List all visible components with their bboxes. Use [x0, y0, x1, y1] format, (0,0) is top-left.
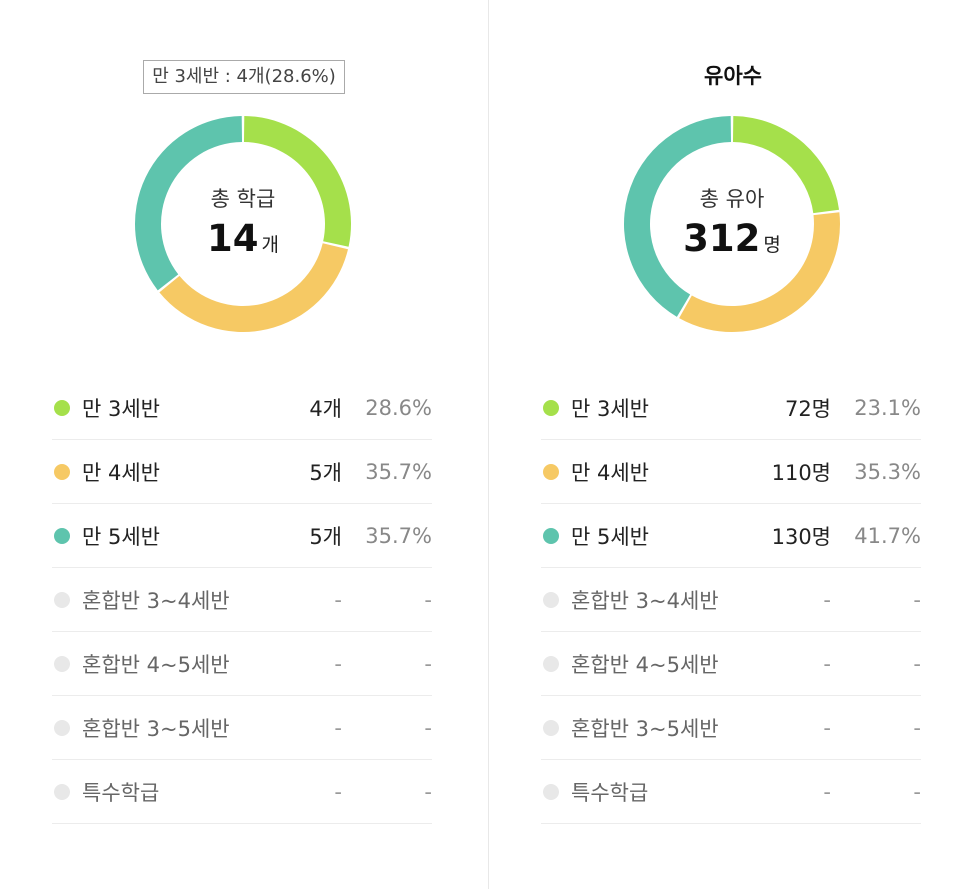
- total-value: 14 개: [133, 217, 353, 268]
- legend-count: -: [334, 715, 342, 740]
- legend-dot-icon: [543, 783, 559, 800]
- legend-dot-icon: [54, 591, 70, 608]
- legend-count: -: [334, 651, 342, 676]
- legend-dot-icon: [54, 783, 70, 800]
- legend-dot-icon: [543, 655, 559, 672]
- legend-percent: 35.7%: [365, 523, 432, 548]
- legend-count: -: [823, 715, 831, 740]
- legend-percent: -: [424, 779, 432, 804]
- legend-dot-icon: [54, 655, 70, 672]
- donut-center: 총 유아 312 명: [622, 185, 842, 268]
- legend-dot-icon: [543, 399, 559, 416]
- legend-row[interactable]: 혼합반 3~4세반 - -: [541, 568, 921, 632]
- legend-row[interactable]: 혼합반 3~4세반 - -: [52, 568, 432, 632]
- legend-row[interactable]: 만 5세반 130명 41.7%: [541, 504, 921, 568]
- legend-count: 72명: [784, 396, 831, 421]
- legend-row[interactable]: 만 3세반 72명 23.1%: [541, 376, 921, 440]
- legend-name: 혼합반 3~4세반: [571, 588, 719, 613]
- legend-count: 130명: [771, 524, 831, 549]
- legend-name: 만 5세반: [82, 524, 160, 549]
- legend-dot-icon: [54, 719, 70, 736]
- legend-name: 혼합반 3~5세반: [82, 716, 230, 741]
- legend-dot-icon: [543, 591, 559, 608]
- legend-name: 혼합반 3~4세반: [82, 588, 230, 613]
- legend-dot-icon: [54, 527, 70, 544]
- legend-name: 만 5세반: [571, 524, 649, 549]
- legend-row[interactable]: 만 4세반 110명 35.3%: [541, 440, 921, 504]
- legend-percent: -: [913, 651, 921, 676]
- legend-percent: 35.7%: [365, 459, 432, 484]
- donut-slice-2[interactable]: [159, 243, 348, 332]
- panel-divider: [488, 0, 489, 889]
- legend-count: -: [823, 587, 831, 612]
- chart-header: 유아수: [489, 60, 966, 92]
- legend-name: 혼합반 4~5세반: [82, 652, 230, 677]
- legend-percent: -: [913, 715, 921, 740]
- class-chart-panel: 만 3세반 : 4개(28.6%) 총 학급 14 개 만 3세반 4개 28.6% 만…: [0, 60, 488, 824]
- chart-legend: 만 3세반 72명 23.1% 만 4세반 110명 35.3% 만 5세반 130명 41.7…: [541, 376, 921, 824]
- legend-name: 만 3세반: [571, 396, 649, 421]
- legend-percent: -: [424, 715, 432, 740]
- legend-count: 110명: [771, 460, 831, 485]
- legend-row[interactable]: 특수학급 - -: [541, 760, 921, 824]
- legend-count: 5개: [309, 460, 342, 485]
- chart-header: 만 3세반 : 4개(28.6%): [0, 60, 488, 94]
- donut-slice-3[interactable]: [624, 116, 732, 317]
- legend-row[interactable]: 혼합반 3~5세반 - -: [541, 696, 921, 760]
- legend-row[interactable]: 만 5세반 5개 35.7%: [52, 504, 432, 568]
- donut-slice-1[interactable]: [732, 116, 840, 214]
- legend-row[interactable]: 혼합반 4~5세반 - -: [541, 632, 921, 696]
- donut-center: 총 학급 14 개: [133, 185, 353, 268]
- legend-row[interactable]: 만 4세반 5개 35.7%: [52, 440, 432, 504]
- legend-count: -: [334, 587, 342, 612]
- legend-count: 4개: [309, 396, 342, 421]
- legend-name: 만 3세반: [82, 396, 160, 421]
- legend-dot-icon: [54, 399, 70, 416]
- legend-percent: -: [913, 779, 921, 804]
- legend-percent: -: [913, 587, 921, 612]
- chart-tooltip: 만 3세반 : 4개(28.6%): [143, 60, 345, 94]
- legend-name: 만 4세반: [82, 460, 160, 485]
- legend-name: 특수학급: [571, 780, 649, 805]
- legend-count: -: [823, 651, 831, 676]
- legend-name: 혼합반 4~5세반: [571, 652, 719, 677]
- legend-row[interactable]: 혼합반 3~5세반 - -: [52, 696, 432, 760]
- total-value: 312 명: [622, 217, 842, 268]
- legend-dot-icon: [543, 527, 559, 544]
- donut-slice-3[interactable]: [135, 116, 243, 291]
- legend-name: 특수학급: [82, 780, 160, 805]
- class-donut-chart[interactable]: [133, 114, 353, 334]
- legend-row[interactable]: 만 3세반 4개 28.6%: [52, 376, 432, 440]
- legend-percent: -: [424, 587, 432, 612]
- legend-count: -: [334, 779, 342, 804]
- total-unit: 개: [261, 234, 279, 256]
- total-label: 총 유아: [699, 187, 765, 211]
- total-label: 총 학급: [210, 187, 276, 211]
- legend-percent: 23.1%: [854, 395, 921, 420]
- donut-slice-2[interactable]: [679, 212, 840, 332]
- legend-percent: 28.6%: [365, 395, 432, 420]
- chart-title: 유아수: [704, 64, 762, 88]
- legend-percent: -: [424, 651, 432, 676]
- chart-legend: 만 3세반 4개 28.6% 만 4세반 5개 35.7% 만 5세반 5개 35.7% 혼합반 …: [52, 376, 432, 824]
- legend-name: 혼합반 3~5세반: [571, 716, 719, 741]
- donut-slice-1[interactable]: [243, 116, 351, 247]
- legend-count: 5개: [309, 524, 342, 549]
- total-unit: 명: [763, 234, 781, 256]
- legend-name: 만 4세반: [571, 460, 649, 485]
- legend-row[interactable]: 특수학급 - -: [52, 760, 432, 824]
- child-chart-panel: 유아수 총 유아 312 명 만 3세반 72명 23.1% 만 4세반 110명 35.3…: [489, 0, 966, 889]
- legend-percent: 41.7%: [854, 523, 921, 548]
- total-number: 312: [683, 217, 761, 260]
- legend-dot-icon: [543, 719, 559, 736]
- legend-dot-icon: [54, 463, 70, 480]
- legend-row[interactable]: 혼합반 4~5세반 - -: [52, 632, 432, 696]
- legend-count: -: [823, 779, 831, 804]
- child-donut-chart[interactable]: [622, 114, 842, 334]
- legend-dot-icon: [543, 463, 559, 480]
- total-number: 14: [207, 217, 259, 260]
- legend-percent: 35.3%: [854, 459, 921, 484]
